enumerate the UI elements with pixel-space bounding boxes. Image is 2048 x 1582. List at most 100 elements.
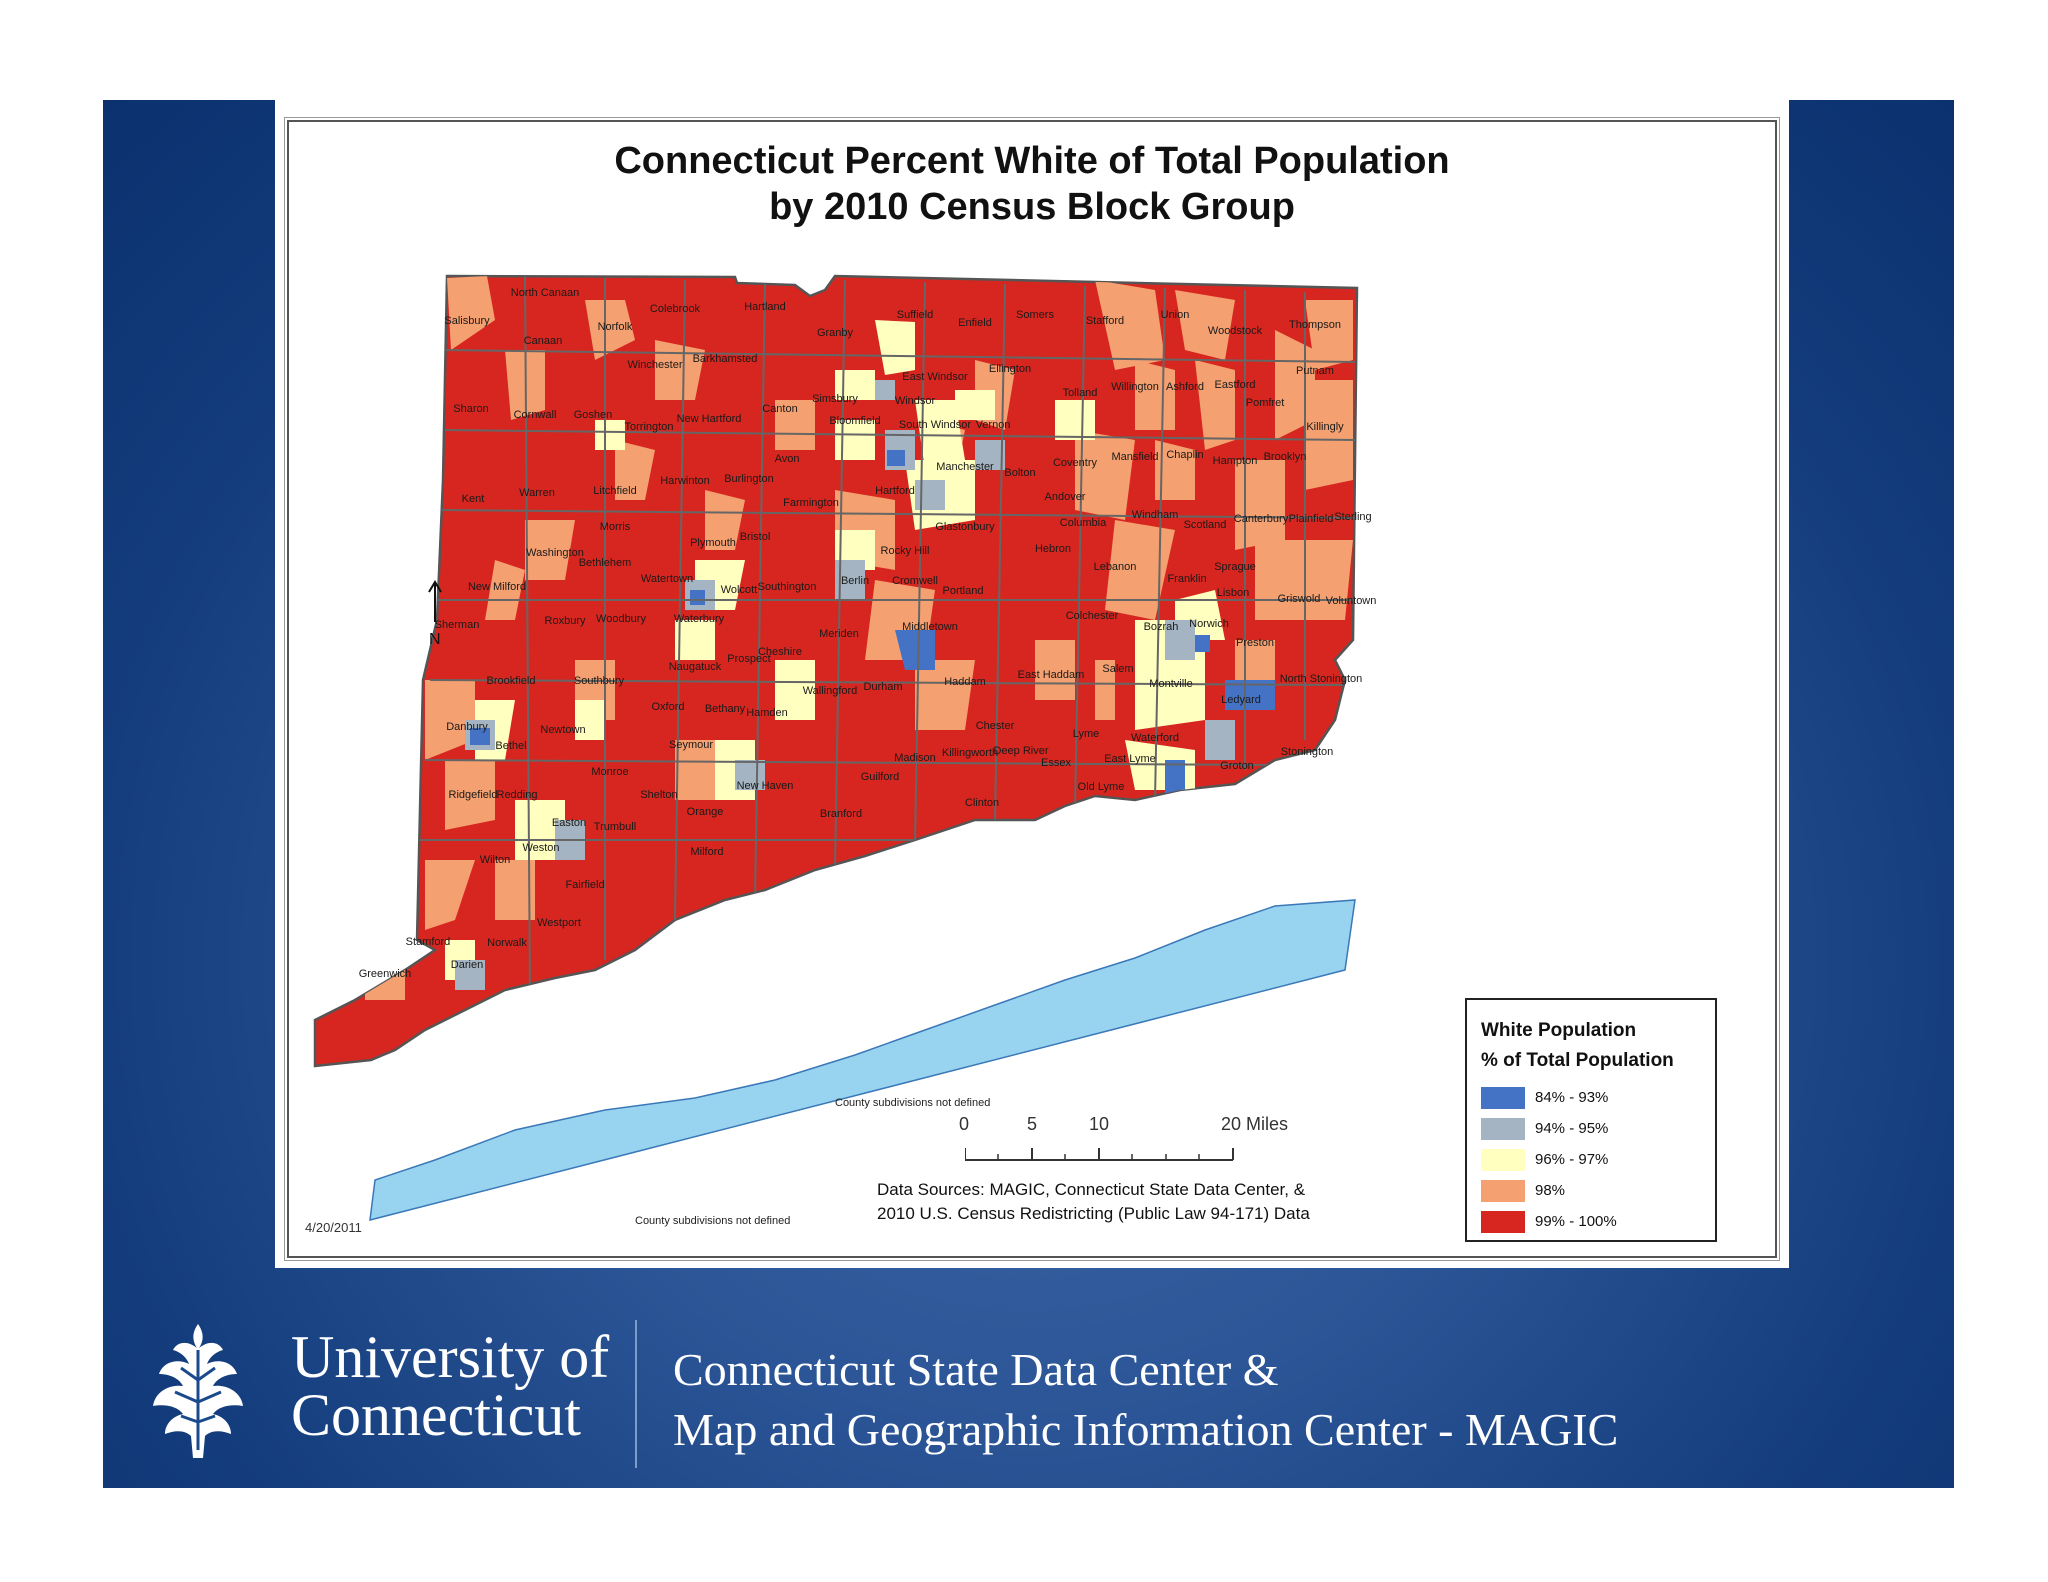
scale-bar: 0 5 10 20 Miles	[959, 1114, 1288, 1174]
block-group-patch	[1035, 640, 1075, 700]
town-label: North Stonington	[1280, 673, 1363, 685]
block-group-patch	[1165, 760, 1185, 800]
town-label: Wilton	[480, 854, 511, 866]
town-label: Hamden	[746, 707, 788, 719]
town-label: Weston	[522, 842, 559, 854]
town-label: Trumbull	[594, 821, 636, 833]
town-label: Norfolk	[598, 321, 633, 333]
town-label: Enfield	[958, 317, 992, 329]
town-label: Glastonbury	[935, 521, 995, 533]
block-group-patch	[675, 740, 715, 800]
town-label: Madison	[894, 752, 936, 764]
town-label: Seymour	[669, 739, 713, 751]
town-label: Bolton	[1004, 467, 1035, 479]
scale-tick-label: 0	[959, 1114, 970, 1134]
block-group-patch	[1095, 660, 1115, 720]
town-label: Roxbury	[545, 615, 586, 627]
town-label: Canaan	[524, 335, 563, 347]
center-line1: Connecticut State Data Center &	[673, 1344, 1279, 1395]
slide-background: Connecticut Percent White of Total Popul…	[103, 100, 1954, 1488]
town-label: Middletown	[902, 621, 958, 633]
town-label: Washington	[526, 547, 584, 559]
block-group-patch	[1055, 400, 1095, 440]
oak-leaf-logo-icon	[153, 1324, 243, 1458]
town-label: East Haddam	[1018, 669, 1085, 681]
legend-label: 84% - 93%	[1535, 1089, 1609, 1106]
town-label: Woodbury	[596, 613, 646, 625]
legend-item: 94% - 95%	[1481, 1113, 1701, 1144]
town-label: Waterford	[1131, 732, 1179, 744]
town-label: Torrington	[625, 421, 674, 433]
town-label: Stafford	[1086, 315, 1124, 327]
scale-tick-label: 20 Miles	[1221, 1114, 1289, 1134]
town-label: South Windsor	[899, 419, 971, 431]
town-label: Durham	[863, 681, 902, 693]
block-group-patch	[835, 560, 865, 600]
block-group-patch	[675, 620, 715, 660]
legend-item: 99% - 100%	[1481, 1206, 1701, 1237]
town-label: Brookfield	[487, 675, 536, 687]
legend-swatch	[1481, 1117, 1525, 1140]
block-group-patch	[1095, 280, 1165, 370]
town-label: Farmington	[783, 497, 839, 509]
town-label: Berlin	[841, 575, 869, 587]
town-boundary	[994, 283, 1006, 821]
block-group-patch	[655, 340, 705, 400]
scale-ruler	[965, 1148, 1234, 1161]
town-label: Simsbury	[812, 393, 858, 405]
town-label: Sherman	[435, 619, 480, 631]
town-label: Darien	[451, 959, 483, 971]
town-label: Griswold	[1278, 593, 1321, 605]
center-line2: Map and Geographic Information Center - …	[673, 1404, 1619, 1455]
town-label: Ellington	[989, 363, 1031, 375]
block-group-patch	[875, 320, 915, 375]
town-label: North Canaan	[511, 287, 580, 299]
scale-tick-label: 5	[1027, 1114, 1038, 1134]
block-group-patch	[1195, 360, 1235, 450]
town-label: Oxford	[651, 701, 684, 713]
town-label: Hartford	[875, 485, 915, 497]
block-group-patch	[835, 370, 875, 400]
town-label: Southington	[758, 581, 817, 593]
town-label: Hebron	[1035, 543, 1071, 555]
town-label: Fairfield	[565, 879, 604, 891]
map-title: Connecticut Percent White of Total Popul…	[275, 138, 1789, 230]
legend-title-line2: % of Total Population	[1481, 1050, 1674, 1071]
town-label: Lyme	[1073, 728, 1100, 740]
town-label: Bloomfield	[829, 415, 880, 427]
legend-swatch	[1481, 1148, 1525, 1171]
town-label: Windsor	[895, 395, 936, 407]
town-label: Coventry	[1053, 457, 1098, 469]
block-group-patch	[775, 400, 815, 450]
town-label: Chester	[976, 720, 1015, 732]
town-label: Old Lyme	[1078, 781, 1125, 793]
block-group-patch	[705, 490, 745, 550]
town-boundary	[674, 279, 686, 921]
town-label: Sprague	[1214, 561, 1256, 573]
town-boundary	[424, 759, 1276, 766]
town-label: Willington	[1111, 381, 1159, 393]
town-boundary	[439, 509, 1356, 519]
sources-line1: Data Sources: MAGIC, Connecticut State D…	[877, 1180, 1306, 1199]
block-group-patch	[525, 520, 575, 580]
legend-item: 84% - 93%	[1481, 1082, 1701, 1113]
town-label: Guilford	[861, 771, 900, 783]
town-label: Ashford	[1166, 381, 1204, 393]
university-line2: Connecticut	[291, 1382, 581, 1448]
town-label: Vernon	[976, 419, 1011, 431]
town-label: Cromwell	[892, 575, 938, 587]
town-label: Burlington	[724, 473, 774, 485]
town-label: Franklin	[1167, 573, 1206, 585]
block-group-patch	[470, 728, 490, 745]
legend-item: 96% - 97%	[1481, 1144, 1701, 1175]
town-label: Salisbury	[444, 315, 490, 327]
block-group-patch	[690, 590, 705, 605]
block-group-patch	[915, 660, 975, 730]
map-frame	[284, 117, 1780, 1261]
legend-swatch	[1481, 1210, 1525, 1233]
town-label: Ridgefield	[449, 789, 498, 801]
sources-line2: 2010 U.S. Census Redistricting (Public L…	[877, 1204, 1310, 1223]
legend-item: 98%	[1481, 1175, 1701, 1206]
town-label: Barkhamsted	[693, 353, 758, 365]
block-group-patch	[975, 440, 1005, 470]
